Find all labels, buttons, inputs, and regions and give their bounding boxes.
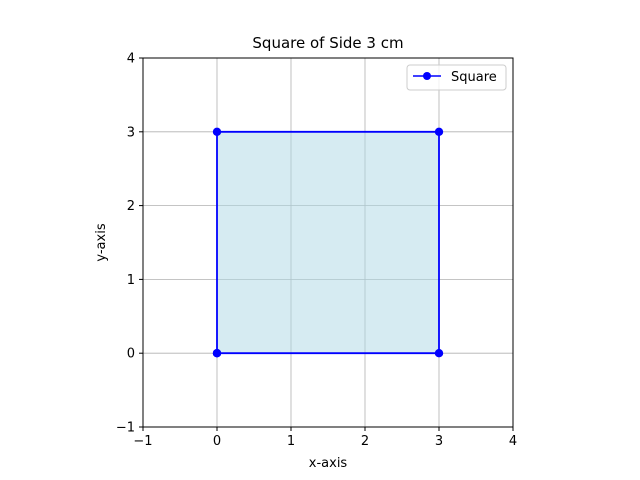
ticks: −1 0 1 2 3 4 −1 0 1 2 3 4 (116, 52, 517, 450)
chart-title: Square of Side 3 cm (252, 34, 403, 52)
x-tick-label: 1 (287, 434, 295, 449)
x-tick-label: 3 (435, 434, 443, 449)
legend-marker-swatch (423, 72, 431, 80)
legend-box (406, 64, 507, 91)
y-tick-label: −1 (116, 421, 135, 436)
legend: Square (406, 64, 507, 91)
square-vertex-point (434, 349, 444, 358)
x-tick-label: 4 (509, 434, 517, 449)
y-tick-label: 2 (127, 199, 135, 214)
square-fill-area (217, 131, 439, 354)
y-tick-label: 4 (127, 52, 135, 67)
series-layer (212, 127, 444, 358)
axes-frame (142, 57, 514, 428)
y-tick-label: 1 (127, 273, 135, 288)
y-tick-label: 3 (127, 125, 135, 140)
square-fill-layer (217, 131, 439, 354)
x-axis-label: x-axis (309, 456, 348, 471)
x-tick-label: −1 (133, 434, 152, 449)
square-vertex-point (212, 349, 222, 358)
x-tick-label: 0 (213, 434, 221, 449)
square-vertex-point (212, 127, 222, 136)
y-axis-label: y-axis (94, 223, 109, 261)
y-tick-label: 0 (127, 347, 135, 362)
x-tick-label: 2 (361, 434, 369, 449)
square-vertex-point (434, 127, 444, 136)
legend-entry-square: Square (451, 70, 497, 85)
